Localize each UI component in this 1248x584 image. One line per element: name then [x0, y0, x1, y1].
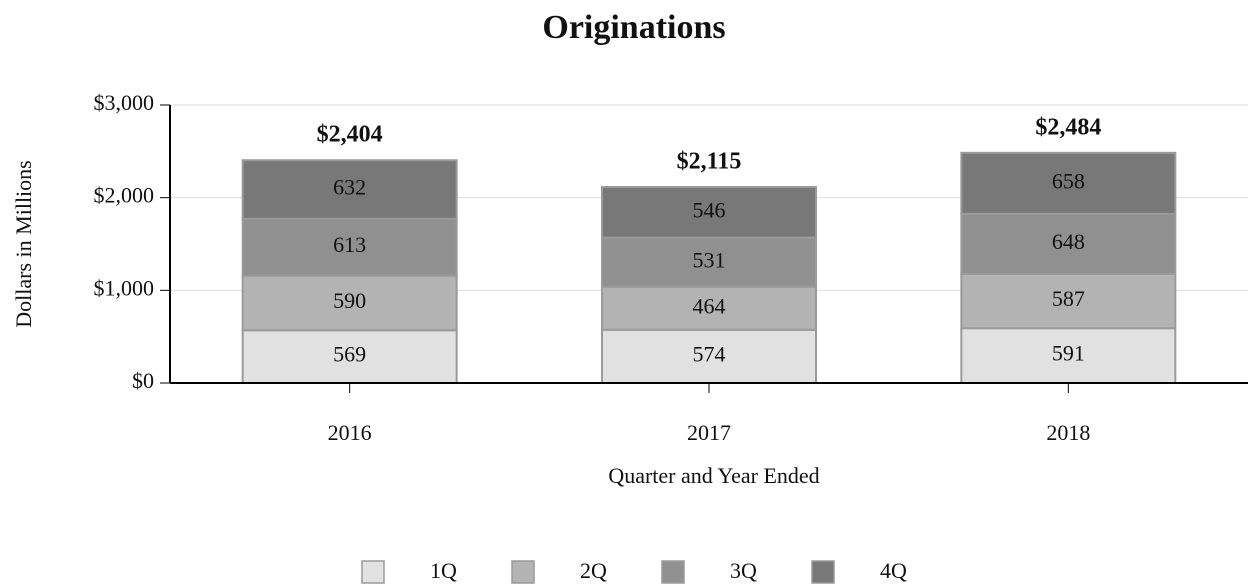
legend-label: 1Q — [430, 558, 457, 583]
chart-title: Originations — [542, 9, 725, 46]
bar-segment — [241, 274, 458, 332]
legend-swatch — [511, 560, 535, 584]
y-axis-label: Dollars in Millions — [11, 160, 36, 327]
segment-label: 569 — [333, 342, 366, 367]
x-axis-label: Quarter and Year Ended — [608, 463, 819, 488]
y-tick-label: $0 — [132, 368, 154, 393]
segment-label: 590 — [333, 288, 366, 313]
segment-label: 613 — [333, 232, 366, 257]
legend-label: 3Q — [730, 558, 757, 583]
segment-label: 632 — [333, 175, 366, 200]
x-tick-label: 2017 — [687, 420, 731, 445]
segment-label: 464 — [693, 293, 726, 318]
legend-swatch — [661, 560, 685, 584]
segment-label: 531 — [693, 247, 726, 272]
legend-swatch — [811, 560, 835, 584]
x-tick-label: 2016 — [328, 420, 372, 445]
total-label: $2,404 — [317, 122, 383, 148]
segment-label: 648 — [1052, 229, 1085, 254]
total-label: $2,484 — [1035, 114, 1101, 140]
legend-label: 2Q — [580, 558, 607, 583]
segment-label: 587 — [1052, 286, 1085, 311]
segment-label: 546 — [693, 197, 726, 222]
segment-label: 658 — [1052, 168, 1085, 193]
bar-segment — [960, 212, 1177, 275]
y-tick-label: $3,000 — [94, 90, 155, 115]
bar-segment — [601, 285, 817, 331]
x-tick-label: 2018 — [1046, 420, 1090, 445]
bar-segment — [601, 186, 817, 239]
bar-segment — [601, 236, 817, 288]
bar-segment — [960, 272, 1177, 330]
legend-label: 4Q — [880, 558, 907, 583]
legend-swatch — [361, 560, 385, 584]
y-tick-label: $1,000 — [94, 275, 155, 300]
bar-segment — [960, 151, 1177, 215]
segment-label: 574 — [693, 341, 726, 366]
total-label: $2,115 — [677, 149, 742, 175]
bar-segment — [241, 159, 458, 220]
segment-label: 591 — [1052, 341, 1085, 366]
bar-segment — [601, 328, 817, 384]
y-tick-label: $2,000 — [94, 183, 155, 208]
